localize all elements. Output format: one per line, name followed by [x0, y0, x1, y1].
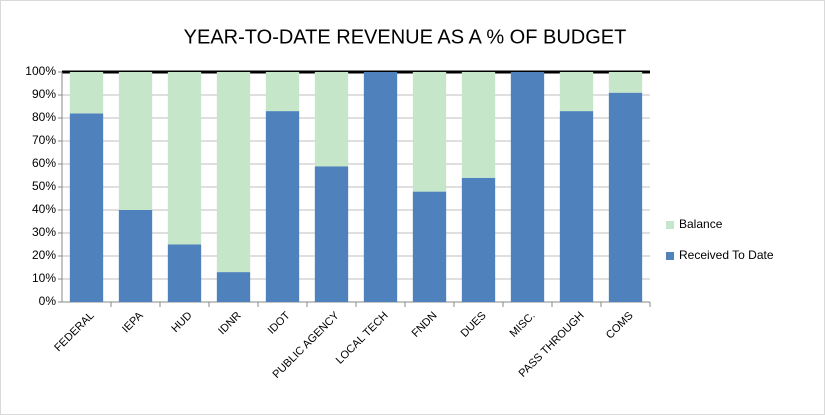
- bar-segment: [314, 166, 349, 302]
- bar-segment: [510, 72, 545, 302]
- bar-segment: [461, 72, 496, 178]
- y-tick-label: 70%: [32, 133, 56, 147]
- y-tick-label: 40%: [32, 202, 56, 216]
- y-tick-label: 10%: [32, 271, 56, 285]
- bar-segment: [608, 72, 643, 93]
- y-tick-label: 20%: [32, 248, 56, 262]
- bar-segment: [559, 111, 594, 302]
- y-tick-label: 60%: [32, 156, 56, 170]
- bar-segment: [69, 72, 104, 114]
- bar-segment: [363, 72, 398, 302]
- legend-swatch: [666, 252, 674, 260]
- y-tick-label: 90%: [32, 87, 56, 101]
- bar-segment: [559, 72, 594, 112]
- bar-segment: [314, 72, 349, 167]
- bar-segment: [216, 72, 251, 273]
- y-tick-label: 80%: [32, 110, 56, 124]
- bar-segment: [412, 191, 447, 302]
- bar-segment: [461, 177, 496, 302]
- y-tick-label: 100%: [25, 64, 56, 78]
- bar-segment: [167, 244, 202, 302]
- bar-segment: [118, 72, 153, 210]
- bar-segment: [265, 72, 300, 112]
- bar-segment: [608, 92, 643, 302]
- bar-segment: [265, 111, 300, 302]
- bar-segment: [412, 72, 447, 192]
- bar-segment: [167, 72, 202, 245]
- legend-label: Received To Date: [679, 248, 774, 262]
- chart-title: YEAR-TO-DATE REVENUE AS A % OF BUDGET: [184, 26, 627, 48]
- bar-segment: [69, 113, 104, 303]
- bar-segment: [216, 272, 251, 302]
- y-tick-label: 30%: [32, 225, 56, 239]
- legend-swatch: [666, 221, 674, 229]
- y-tick-label: 0%: [39, 294, 57, 308]
- legend-label: Balance: [679, 217, 723, 231]
- y-tick-label: 50%: [32, 179, 56, 193]
- bar-segment: [118, 210, 153, 302]
